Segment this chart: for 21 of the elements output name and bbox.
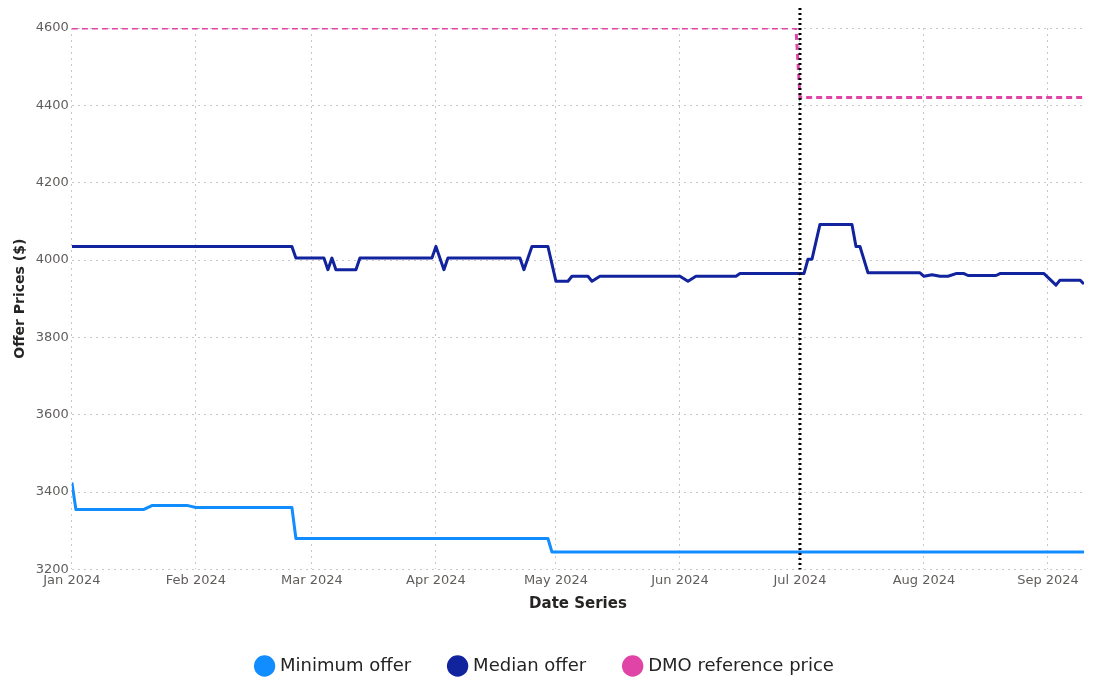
legend-label: Median offer bbox=[473, 653, 587, 675]
y-tick-label: 3800 bbox=[35, 328, 69, 344]
x-tick-label: Apr 2024 bbox=[406, 571, 466, 587]
x-tick-label: May 2024 bbox=[523, 571, 588, 587]
x-axis-title: Date Series bbox=[529, 593, 627, 612]
legend-label: DMO reference price bbox=[648, 653, 834, 675]
x-tick-label: Feb 2024 bbox=[165, 571, 227, 587]
x-tick-label: Jul 2024 bbox=[772, 571, 827, 587]
y-tick-label: 4600 bbox=[35, 19, 69, 35]
y-axis-title: Offer Prices ($) bbox=[11, 238, 28, 359]
y-tick-label: 3200 bbox=[35, 560, 69, 576]
y-tick-label: 4400 bbox=[35, 96, 69, 112]
y-tick-label: 3600 bbox=[35, 406, 69, 422]
x-tick-label: Aug 2024 bbox=[892, 571, 956, 587]
x-tick-label: Sep 2024 bbox=[1017, 571, 1079, 587]
y-tick-label: 4200 bbox=[35, 174, 69, 190]
y-tick-label: 3400 bbox=[35, 483, 69, 499]
y-tick-label: 4000 bbox=[35, 251, 69, 267]
legend-label: Minimum offer bbox=[280, 653, 412, 675]
x-tick-label: Mar 2024 bbox=[281, 571, 343, 587]
x-tick-label: Jun 2024 bbox=[650, 571, 709, 587]
